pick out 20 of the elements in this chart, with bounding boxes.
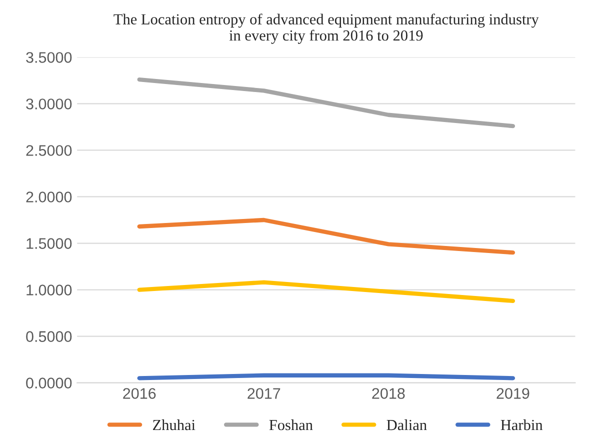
- y-tick-label: 0.5000: [26, 331, 72, 342]
- y-tick-label: 2.5000: [26, 145, 72, 156]
- x-tick-label: 2016: [123, 388, 156, 399]
- legend-label: Zhuhai: [152, 419, 196, 430]
- x-tick-label: 2019: [496, 388, 530, 399]
- legend-label: Foshan: [269, 419, 313, 430]
- y-tick-label: 0.0000: [26, 378, 72, 388]
- y-tick-label: 1.5000: [26, 238, 72, 249]
- line-series: [137, 280, 516, 304]
- x-tick-label: 2017: [248, 388, 280, 399]
- y-tick-label: 3.5000: [26, 52, 72, 63]
- y-tick-label: 2.0000: [26, 192, 72, 202]
- legend-label: Harbin: [500, 419, 543, 430]
- line-series: [137, 218, 516, 255]
- y-tick-label: 3.0000: [26, 98, 72, 110]
- chart-title: The Location entropy of advanced equipment manufacturing industry in every city from 2016 to 2019: [114, 14, 539, 44]
- y-tick-label: 1.0000: [26, 284, 72, 296]
- line-series: [137, 77, 516, 128]
- legend-label: Dalian: [386, 419, 427, 430]
- x-tick-label: 2018: [372, 388, 405, 399]
